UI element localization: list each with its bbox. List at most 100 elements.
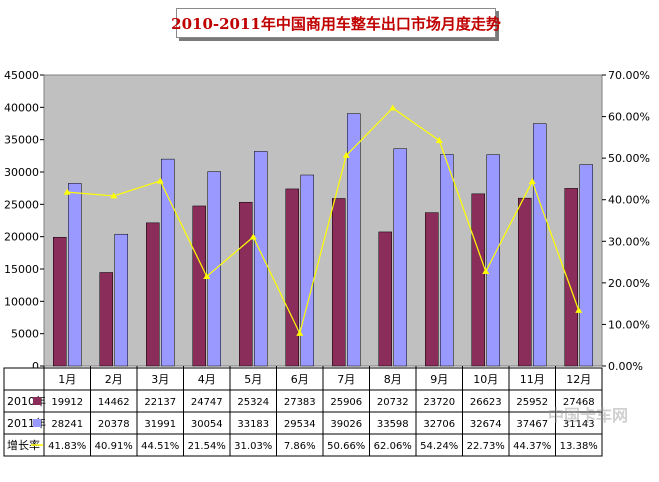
bar-2011 <box>440 154 454 367</box>
y-left-tick-label: 45000 <box>4 69 39 82</box>
table-cell-value: 54.24% <box>420 441 458 452</box>
x-category-label: 3月 <box>151 373 169 386</box>
table-cell-value: 50.66% <box>327 441 365 452</box>
y-left-tick-label: 10000 <box>4 295 39 308</box>
y-left-tick-label: 40000 <box>4 101 39 114</box>
bar-2011 <box>300 174 314 367</box>
y-right-tick-label: 40.00% <box>608 194 650 207</box>
y-right-tick-label: 50.00% <box>608 152 650 165</box>
bar-2010 <box>99 272 113 367</box>
growth-point <box>110 192 118 199</box>
bar-2010 <box>378 231 392 367</box>
x-category-label: 5月 <box>244 373 262 386</box>
table-cell-value: 21.54% <box>188 441 226 452</box>
table-cell-value: 27383 <box>284 397 316 408</box>
growth-point <box>482 268 490 275</box>
x-category-label: 9月 <box>430 373 448 386</box>
table-cell-value: 62.06% <box>374 441 412 452</box>
x-category-label: 11月 <box>520 373 545 386</box>
y-right-tick-label: 0.00% <box>608 360 643 373</box>
bar-2011 <box>486 154 500 367</box>
y-left-tick-label: 0 <box>32 360 39 373</box>
bar-2010 <box>285 188 299 367</box>
bar-2010 <box>192 205 206 367</box>
table-cell-value: 23720 <box>423 397 455 408</box>
table-cell-value: 39026 <box>330 419 362 430</box>
bar-2010 <box>53 236 67 367</box>
table-cell-value: 32674 <box>470 419 502 430</box>
table-cell-value: 7.86% <box>284 441 316 452</box>
y-left-tick-label: 30000 <box>4 166 39 179</box>
table-cell-value: 26623 <box>470 397 502 408</box>
growth-point <box>203 272 211 279</box>
table-cell-value: 28241 <box>51 419 83 430</box>
bar-2010 <box>146 222 160 367</box>
table-cell-value: 29534 <box>284 419 316 430</box>
table-cell-value: 20378 <box>98 419 130 430</box>
table-cell-value: 30054 <box>191 419 223 430</box>
bar-2011 <box>347 113 361 367</box>
table-cell-value: 41.83% <box>48 441 86 452</box>
growth-point <box>342 151 350 158</box>
bar-2011 <box>207 171 221 367</box>
bar-2011 <box>68 183 82 367</box>
table-cell-value: 33183 <box>237 419 269 430</box>
y-right-tick-label: 20.00% <box>608 277 650 290</box>
table-row-label: 增长率 <box>7 438 40 452</box>
growth-point <box>528 178 536 185</box>
x-category-label: 7月 <box>337 373 355 386</box>
table-cell-value: 31143 <box>563 419 595 430</box>
x-category-label: 4月 <box>198 373 216 386</box>
y-left-tick-label: 35000 <box>4 134 39 147</box>
y-right-tick-label: 60.00% <box>608 111 650 124</box>
bar-2010 <box>564 188 578 367</box>
growth-point <box>156 177 164 184</box>
table-cell-value: 40.91% <box>95 441 133 452</box>
table-cell-value: 20732 <box>377 397 409 408</box>
growth-point <box>389 104 397 111</box>
y-right-tick-label: 70.00% <box>608 69 650 82</box>
bar-2011 <box>393 148 407 367</box>
y-left-tick-label: 5000 <box>11 328 39 341</box>
x-category-label: 10月 <box>473 373 498 386</box>
table-cell-value: 27468 <box>563 397 595 408</box>
bar-2010 <box>332 198 346 367</box>
growth-line <box>67 107 580 336</box>
x-category-label: 1月 <box>58 373 76 386</box>
x-category-label: 12月 <box>566 373 591 386</box>
bar-2010 <box>239 201 253 367</box>
table-cell-value: 25324 <box>237 397 269 408</box>
table-cell-value: 19912 <box>51 397 83 408</box>
bar-2011 <box>533 123 547 367</box>
growth-point <box>249 233 257 240</box>
plot-area <box>43 74 603 367</box>
x-category-label: 2月 <box>105 373 123 386</box>
table-cell-value: 44.51% <box>141 441 179 452</box>
table-cell-value: 22.73% <box>467 441 505 452</box>
growth-point <box>296 329 304 336</box>
table-cell-value: 33598 <box>377 419 409 430</box>
bar-2011 <box>254 151 268 367</box>
x-category-label: 6月 <box>291 373 309 386</box>
table-cell-value: 32706 <box>423 419 455 430</box>
growth-point <box>575 306 583 313</box>
table-cell-value: 31991 <box>144 419 176 430</box>
legend-key-2011 <box>33 419 41 427</box>
y-left-tick-label: 25000 <box>4 198 39 211</box>
bar-2010 <box>425 212 439 367</box>
y-left-tick-label: 15000 <box>4 263 39 276</box>
table-cell-value: 25906 <box>330 397 362 408</box>
bar-2010 <box>518 197 532 367</box>
x-category-label: 8月 <box>384 373 402 386</box>
growth-point <box>63 188 71 195</box>
table-cell-value: 22137 <box>144 397 176 408</box>
y-left-tick-label: 20000 <box>4 231 39 244</box>
chart-title: 2010-2011年中国商用车整车出口市场月度走势 <box>171 8 501 38</box>
table-cell-value: 31.03% <box>234 441 272 452</box>
table-cell-value: 13.38% <box>560 441 598 452</box>
table-cell-value: 24747 <box>191 397 223 408</box>
growth-point <box>435 137 443 144</box>
watermark-logo: 中国卡车网 <box>548 406 629 425</box>
legend-key-2010 <box>33 397 41 405</box>
